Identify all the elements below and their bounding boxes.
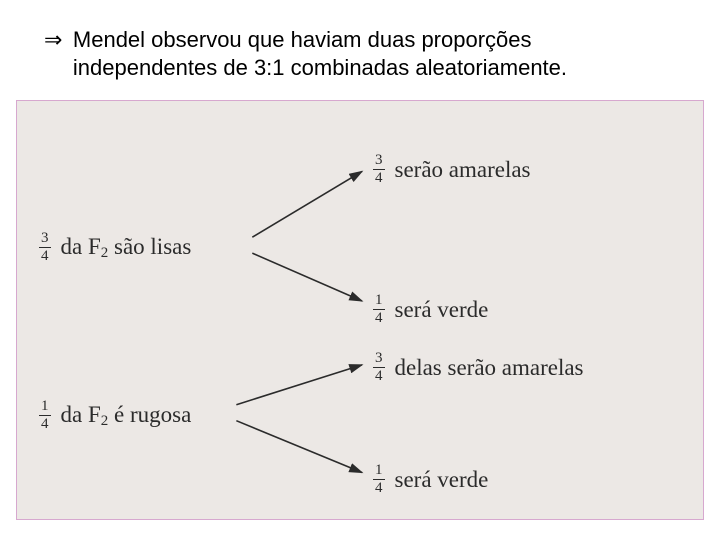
arrow-layer (17, 101, 703, 519)
tree-node-rt_tt: 34 serão amarelas (373, 153, 531, 186)
fraction: 34 (39, 231, 51, 264)
tree-arrow (236, 365, 362, 405)
fraction: 34 (373, 351, 385, 384)
tree-node-rt_tb: 14 será verde (373, 293, 488, 326)
tree-node-label: da F2 são lisas (61, 234, 192, 259)
fraction: 14 (373, 463, 385, 496)
fraction: 14 (373, 293, 385, 326)
slide-header: ⇒ Mendel observou que haviam duas propor… (0, 0, 720, 90)
tree-node-label: será verde (395, 297, 489, 322)
tree-arrow (236, 421, 362, 473)
tree-node-label: delas serão amarelas (395, 355, 584, 380)
tree-node-rt_bb: 14 será verde (373, 463, 488, 496)
header-text: Mendel observou que haviam duas proporçõ… (73, 26, 673, 82)
tree-node-label: serão amarelas (395, 157, 531, 182)
tree-node-left_bot: 14 da F2 é rugosa (39, 399, 191, 432)
bullet-double-arrow-icon: ⇒ (44, 26, 62, 54)
probability-tree-figure: 34 da F2 são lisas 14 da F2 é rugosa 34 serão… (16, 100, 704, 520)
tree-node-left_top: 34 da F2 são lisas (39, 231, 191, 264)
fraction: 34 (373, 153, 385, 186)
tree-node-label: será verde (395, 467, 489, 492)
tree-node-rt_bt: 34 delas serão amarelas (373, 351, 584, 384)
tree-arrow (252, 253, 362, 301)
fraction: 14 (39, 399, 51, 432)
tree-arrow (252, 171, 362, 237)
tree-node-label: da F2 é rugosa (61, 402, 192, 427)
